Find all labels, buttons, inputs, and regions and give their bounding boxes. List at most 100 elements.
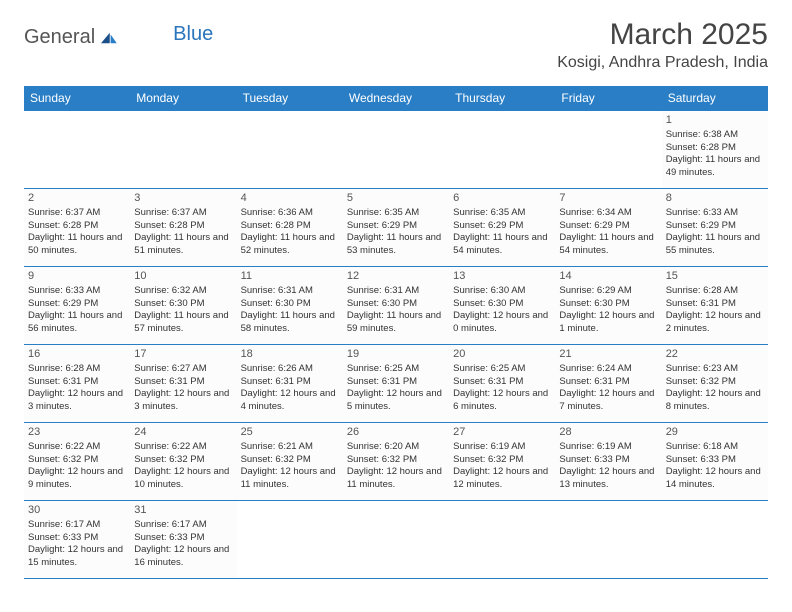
calendar-day-cell: 29Sunrise: 6:18 AMSunset: 6:33 PMDayligh… [662, 423, 768, 501]
calendar-day-cell: 14Sunrise: 6:29 AMSunset: 6:30 PMDayligh… [555, 267, 661, 345]
calendar-day-cell: 1Sunrise: 6:38 AMSunset: 6:28 PMDaylight… [662, 111, 768, 189]
day-number: 20 [453, 347, 551, 362]
day-number: 27 [453, 425, 551, 440]
calendar-day-cell: 7Sunrise: 6:34 AMSunset: 6:29 PMDaylight… [555, 189, 661, 267]
calendar-day-cell: 6Sunrise: 6:35 AMSunset: 6:29 PMDaylight… [449, 189, 555, 267]
calendar-body: 1Sunrise: 6:38 AMSunset: 6:28 PMDaylight… [24, 111, 768, 579]
daylight-text: Daylight: 12 hours and 0 minutes. [453, 310, 551, 336]
sunrise-text: Sunrise: 6:27 AM [134, 363, 232, 376]
day-number: 21 [559, 347, 657, 362]
daylight-text: Daylight: 11 hours and 54 minutes. [453, 232, 551, 258]
daylight-text: Daylight: 12 hours and 9 minutes. [28, 466, 126, 492]
sunset-text: Sunset: 6:31 PM [28, 376, 126, 389]
calendar-day-cell [24, 111, 130, 189]
day-number: 25 [241, 425, 339, 440]
calendar-day-cell: 4Sunrise: 6:36 AMSunset: 6:28 PMDaylight… [237, 189, 343, 267]
sunrise-text: Sunrise: 6:35 AM [347, 207, 445, 220]
calendar-day-cell: 23Sunrise: 6:22 AMSunset: 6:32 PMDayligh… [24, 423, 130, 501]
sunset-text: Sunset: 6:32 PM [134, 454, 232, 467]
sunset-text: Sunset: 6:29 PM [453, 220, 551, 233]
sunset-text: Sunset: 6:28 PM [134, 220, 232, 233]
sunrise-text: Sunrise: 6:30 AM [453, 285, 551, 298]
calendar-table: Sunday Monday Tuesday Wednesday Thursday… [24, 86, 768, 579]
month-title: March 2025 [557, 18, 768, 52]
sunrise-text: Sunrise: 6:37 AM [28, 207, 126, 220]
day-number: 19 [347, 347, 445, 362]
weekday-header: Sunday [24, 86, 130, 111]
day-number: 18 [241, 347, 339, 362]
calendar-week-row: 2Sunrise: 6:37 AMSunset: 6:28 PMDaylight… [24, 189, 768, 267]
sunset-text: Sunset: 6:32 PM [453, 454, 551, 467]
calendar-day-cell: 5Sunrise: 6:35 AMSunset: 6:29 PMDaylight… [343, 189, 449, 267]
daylight-text: Daylight: 11 hours and 59 minutes. [347, 310, 445, 336]
sunrise-text: Sunrise: 6:25 AM [347, 363, 445, 376]
daylight-text: Daylight: 12 hours and 13 minutes. [559, 466, 657, 492]
daylight-text: Daylight: 11 hours and 50 minutes. [28, 232, 126, 258]
sunset-text: Sunset: 6:29 PM [559, 220, 657, 233]
daylight-text: Daylight: 12 hours and 10 minutes. [134, 466, 232, 492]
calendar-day-cell [343, 111, 449, 189]
calendar-day-cell [555, 111, 661, 189]
logo-text-2: Blue [173, 23, 213, 46]
day-number: 8 [666, 191, 764, 206]
day-number: 13 [453, 269, 551, 284]
day-number: 2 [28, 191, 126, 206]
calendar-day-cell: 28Sunrise: 6:19 AMSunset: 6:33 PMDayligh… [555, 423, 661, 501]
sunrise-text: Sunrise: 6:32 AM [134, 285, 232, 298]
sunrise-text: Sunrise: 6:33 AM [28, 285, 126, 298]
weekday-header: Thursday [449, 86, 555, 111]
calendar-day-cell: 17Sunrise: 6:27 AMSunset: 6:31 PMDayligh… [130, 345, 236, 423]
sunrise-text: Sunrise: 6:36 AM [241, 207, 339, 220]
sunrise-text: Sunrise: 6:31 AM [347, 285, 445, 298]
calendar-day-cell [130, 111, 236, 189]
sunrise-text: Sunrise: 6:25 AM [453, 363, 551, 376]
daylight-text: Daylight: 12 hours and 4 minutes. [241, 388, 339, 414]
calendar-week-row: 1Sunrise: 6:38 AMSunset: 6:28 PMDaylight… [24, 111, 768, 189]
daylight-text: Daylight: 11 hours and 52 minutes. [241, 232, 339, 258]
calendar-day-cell [237, 501, 343, 579]
calendar-day-cell: 20Sunrise: 6:25 AMSunset: 6:31 PMDayligh… [449, 345, 555, 423]
weekday-header: Saturday [662, 86, 768, 111]
sunset-text: Sunset: 6:29 PM [347, 220, 445, 233]
sunset-text: Sunset: 6:33 PM [134, 532, 232, 545]
day-number: 3 [134, 191, 232, 206]
daylight-text: Daylight: 12 hours and 11 minutes. [347, 466, 445, 492]
sunrise-text: Sunrise: 6:34 AM [559, 207, 657, 220]
weekday-header-row: Sunday Monday Tuesday Wednesday Thursday… [24, 86, 768, 111]
weekday-header: Tuesday [237, 86, 343, 111]
sunrise-text: Sunrise: 6:22 AM [28, 441, 126, 454]
sunrise-text: Sunrise: 6:21 AM [241, 441, 339, 454]
calendar-day-cell: 15Sunrise: 6:28 AMSunset: 6:31 PMDayligh… [662, 267, 768, 345]
sunrise-text: Sunrise: 6:24 AM [559, 363, 657, 376]
calendar-day-cell: 31Sunrise: 6:17 AMSunset: 6:33 PMDayligh… [130, 501, 236, 579]
day-number: 5 [347, 191, 445, 206]
calendar-day-cell: 27Sunrise: 6:19 AMSunset: 6:32 PMDayligh… [449, 423, 555, 501]
sunset-text: Sunset: 6:32 PM [241, 454, 339, 467]
day-number: 6 [453, 191, 551, 206]
sunrise-text: Sunrise: 6:26 AM [241, 363, 339, 376]
calendar-week-row: 9Sunrise: 6:33 AMSunset: 6:29 PMDaylight… [24, 267, 768, 345]
day-number: 7 [559, 191, 657, 206]
sunset-text: Sunset: 6:32 PM [666, 376, 764, 389]
calendar-day-cell [662, 501, 768, 579]
sunset-text: Sunset: 6:33 PM [28, 532, 126, 545]
daylight-text: Daylight: 11 hours and 56 minutes. [28, 310, 126, 336]
calendar-day-cell: 10Sunrise: 6:32 AMSunset: 6:30 PMDayligh… [130, 267, 236, 345]
sunset-text: Sunset: 6:30 PM [559, 298, 657, 311]
day-number: 16 [28, 347, 126, 362]
sunset-text: Sunset: 6:28 PM [28, 220, 126, 233]
calendar-day-cell: 25Sunrise: 6:21 AMSunset: 6:32 PMDayligh… [237, 423, 343, 501]
sunset-text: Sunset: 6:31 PM [453, 376, 551, 389]
day-number: 12 [347, 269, 445, 284]
calendar-day-cell: 18Sunrise: 6:26 AMSunset: 6:31 PMDayligh… [237, 345, 343, 423]
calendar-day-cell: 12Sunrise: 6:31 AMSunset: 6:30 PMDayligh… [343, 267, 449, 345]
sunset-text: Sunset: 6:28 PM [241, 220, 339, 233]
calendar-day-cell: 30Sunrise: 6:17 AMSunset: 6:33 PMDayligh… [24, 501, 130, 579]
day-number: 22 [666, 347, 764, 362]
sunset-text: Sunset: 6:30 PM [134, 298, 232, 311]
sunset-text: Sunset: 6:31 PM [134, 376, 232, 389]
calendar-week-row: 30Sunrise: 6:17 AMSunset: 6:33 PMDayligh… [24, 501, 768, 579]
calendar-day-cell: 19Sunrise: 6:25 AMSunset: 6:31 PMDayligh… [343, 345, 449, 423]
calendar-week-row: 16Sunrise: 6:28 AMSunset: 6:31 PMDayligh… [24, 345, 768, 423]
calendar-day-cell: 8Sunrise: 6:33 AMSunset: 6:29 PMDaylight… [662, 189, 768, 267]
